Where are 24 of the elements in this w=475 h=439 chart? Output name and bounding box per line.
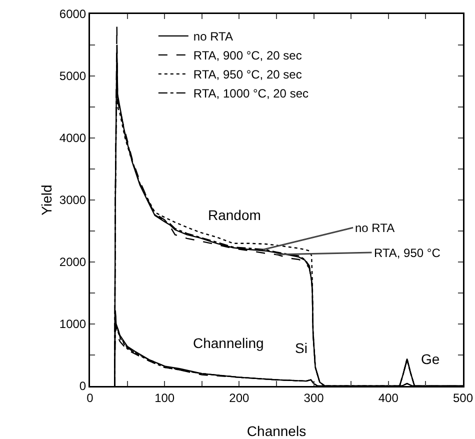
y-tick-label: 5000 bbox=[59, 69, 86, 84]
annotation: Ge bbox=[421, 351, 440, 367]
x-tick-label: 100 bbox=[154, 390, 175, 405]
annotation: Si bbox=[295, 340, 308, 356]
x-tick-label: 500 bbox=[452, 390, 474, 405]
x-tick-label: 200 bbox=[229, 390, 250, 405]
y-axis-title: Yield bbox=[38, 184, 54, 216]
annotation: RTA, 950 °C bbox=[374, 246, 441, 260]
y-tick-label: 0 bbox=[79, 379, 86, 394]
legend-label: RTA, 900 °C, 20 sec bbox=[193, 48, 302, 63]
y-tick-label: 1000 bbox=[59, 317, 86, 332]
y-tick-label: 2000 bbox=[59, 255, 86, 270]
annotation: Channeling bbox=[193, 335, 264, 351]
x-tick-label: 400 bbox=[378, 390, 399, 405]
legend-label: RTA, 950 °C, 20 sec bbox=[193, 68, 302, 82]
x-axis-title: Channels bbox=[246, 423, 306, 439]
annotation: Random bbox=[208, 207, 261, 223]
x-tick-label: 300 bbox=[304, 390, 324, 405]
y-tick-label: 6000 bbox=[59, 7, 86, 22]
annotation: no RTA bbox=[355, 221, 395, 235]
y-tick-label: 4000 bbox=[59, 131, 86, 146]
y-tick-label: 3000 bbox=[59, 193, 86, 208]
legend-label: RTA, 1000 °C, 20 sec bbox=[193, 86, 308, 101]
legend-label: no RTA bbox=[193, 30, 233, 44]
